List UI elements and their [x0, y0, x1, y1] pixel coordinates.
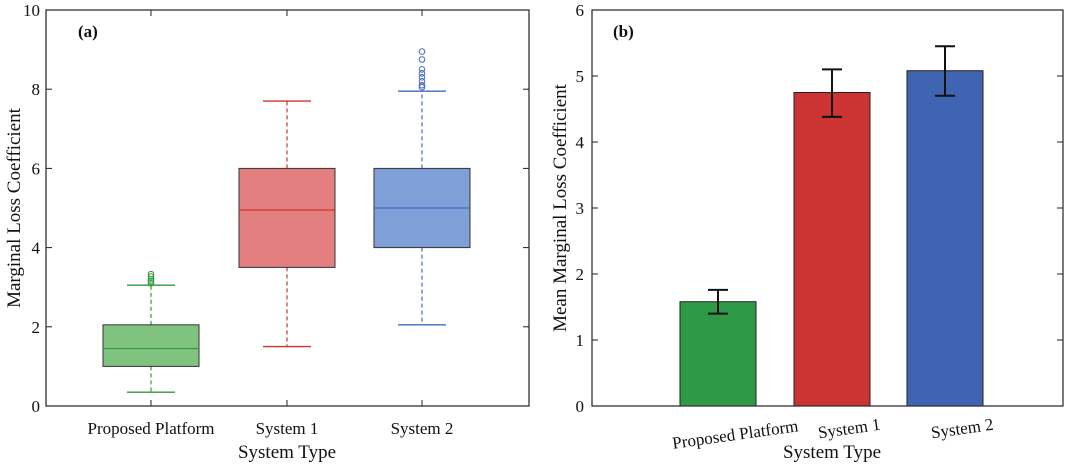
panel-a-y-tick-label: 6: [32, 159, 41, 178]
panel-a-y-tick-label: 4: [32, 239, 41, 258]
panel-a-x-tick-label: System 2: [391, 419, 454, 438]
panel-a-y-axis-label: Marginal Loss Coefficient: [4, 107, 25, 308]
box-outlier: [418, 77, 426, 85]
panel-a-y-tick-label: 0: [32, 397, 41, 416]
box-outlier: [418, 48, 426, 55]
panel-b-y-tick-label: 3: [576, 199, 585, 218]
box-3: [373, 48, 471, 326]
panel-b-label: (b): [613, 22, 634, 41]
panel-b-barchart: (b) Mean Marginal Loss Coefficient Syste…: [550, 1, 1064, 463]
box-outlier: [147, 279, 155, 287]
panel-b-bars: [679, 45, 984, 407]
panel-a-label: (a): [78, 22, 98, 41]
panel-b-x-tick-label: System 2: [930, 415, 995, 443]
panel-a-ticks: 0 2 4 6 8 10 Proposed Platform System 1 System 2: [23, 1, 529, 438]
panel-b-y-tick-label: 5: [576, 67, 585, 86]
box-outlier: [147, 273, 155, 280]
panel-a-y-tick-label: 8: [32, 80, 41, 99]
box-2: [238, 100, 336, 348]
box-iqr: [102, 324, 200, 367]
box-outlier: [418, 81, 426, 89]
panel-a-y-tick-label: 10: [23, 1, 40, 20]
bar-3: [906, 70, 984, 407]
box-1: [102, 270, 200, 393]
panel-a-x-tick-label: Proposed Platform: [87, 419, 214, 438]
panel-b-y-tick-label: 2: [576, 265, 585, 284]
panel-a-boxplot: (a) Marginal Loss Coefficient System Typ…: [4, 1, 530, 463]
box-outlier: [418, 66, 426, 73]
panel-a-x-tick-label: System 1: [256, 419, 319, 438]
box-outlier: [418, 74, 426, 81]
panel-b-y-tick-label: 1: [576, 331, 585, 350]
bar-2: [793, 92, 871, 407]
panel-b-y-tick-label: 0: [576, 397, 585, 416]
box-outlier: [418, 56, 426, 63]
panel-a-y-tick-label: 2: [32, 318, 41, 337]
box-outlier: [147, 277, 155, 285]
panel-a-x-axis-label: System Type: [238, 442, 336, 463]
panel-b-y-tick-label: 6: [576, 1, 585, 20]
panel-b-y-axis-label: Mean Marginal Loss Coefficient: [550, 83, 571, 332]
bar-1: [679, 301, 757, 407]
panel-b-x-tick-label: System 1: [817, 415, 882, 443]
box-outlier: [147, 270, 155, 278]
panel-b-x-tick-label: Proposed Platform: [671, 416, 799, 452]
box-iqr: [238, 167, 336, 268]
panel-b-y-tick-label: 4: [576, 133, 585, 152]
panel-a-boxes: [102, 48, 471, 393]
panel-b-x-axis-label: System Type: [783, 442, 881, 463]
box-outlier: [418, 70, 426, 77]
